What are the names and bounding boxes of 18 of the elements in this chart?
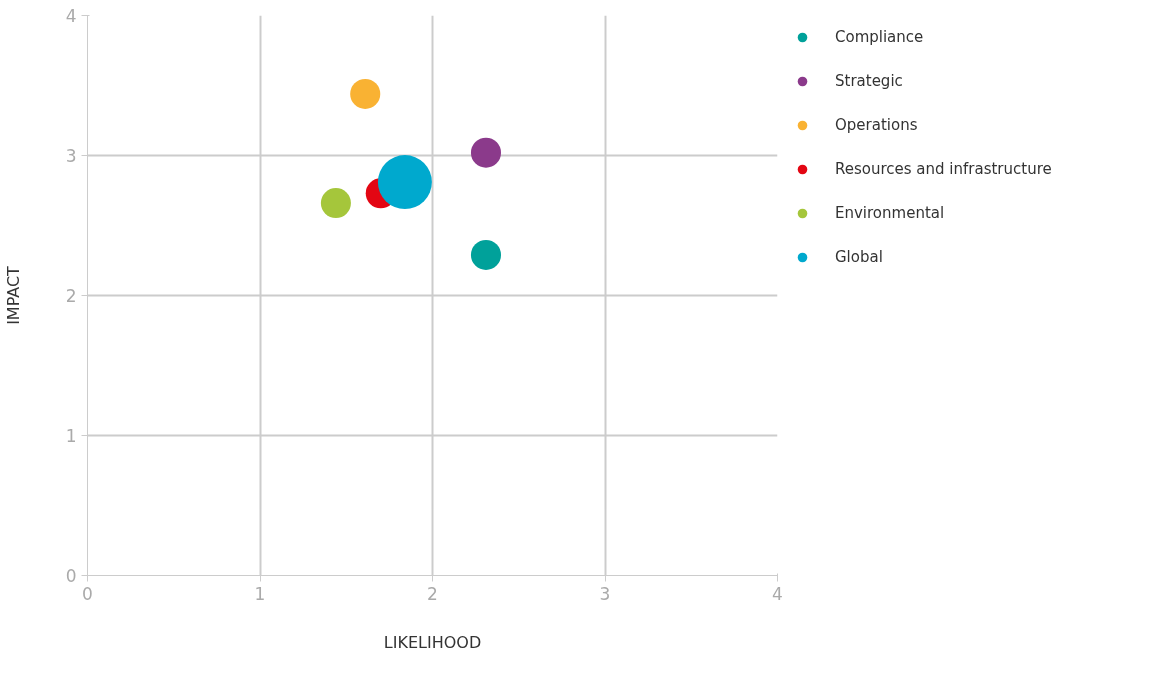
legend-label: Resources and infrastructure — [835, 160, 1052, 178]
x-tick-label: 0 — [82, 583, 93, 604]
x-tick-label: 3 — [599, 583, 611, 604]
legend-label: Compliance — [835, 28, 924, 46]
legend-label: Environmental — [835, 204, 945, 222]
legend-label: Global — [835, 248, 883, 266]
y-tick-label: 1 — [65, 426, 77, 446]
y-axis-title: IMPACT — [3, 265, 23, 325]
x-axis-title: LIKELIHOOD — [383, 632, 482, 652]
x-tick-label: 2 — [427, 583, 438, 604]
y-tick-label: 4 — [65, 6, 77, 26]
legend-label: Strategic — [835, 72, 903, 90]
y-tick-label: 3 — [65, 146, 77, 166]
x-tick-label: 1 — [254, 583, 266, 604]
y-tick-label: 2 — [65, 286, 77, 306]
y-tick-label: 0 — [65, 566, 77, 586]
legend-label: Operations — [835, 116, 918, 134]
x-tick-label: 4 — [772, 583, 783, 604]
